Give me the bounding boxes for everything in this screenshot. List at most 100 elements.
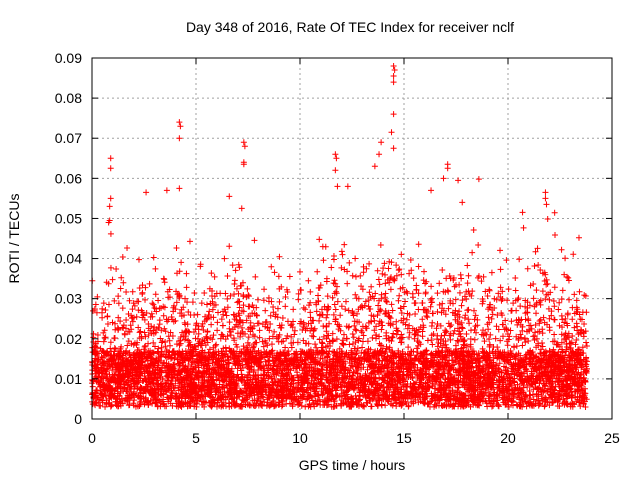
data-point [417,341,424,348]
data-point [313,301,320,308]
data-point [336,345,343,352]
data-point [329,392,336,399]
data-point [120,325,127,332]
data-point [580,400,587,407]
data-point [379,270,386,277]
data-point [210,369,217,376]
data-point [124,244,131,251]
data-point [295,401,302,408]
data-point [255,366,262,373]
data-point [236,304,243,311]
data-point [124,342,131,349]
data-point [349,331,356,338]
data-point [393,262,400,269]
data-point [456,321,463,328]
data-point [139,282,146,289]
data-point [573,320,580,327]
data-point [505,352,512,359]
data-point [224,273,231,280]
data-point [522,303,529,310]
data-point [485,393,492,400]
data-point [502,317,509,324]
data-point [99,305,106,312]
data-point [252,375,259,382]
data-point [527,351,534,358]
data-point [254,312,261,319]
data-point [306,348,313,355]
data-point [288,333,295,340]
data-point [395,297,402,304]
data-point [231,291,238,298]
data-point [177,400,184,407]
data-point [123,317,130,324]
data-point [398,402,405,409]
data-point [254,296,261,303]
data-point [303,361,310,368]
data-point [240,397,247,404]
data-point [479,368,486,375]
data-point [542,348,549,355]
data-point [442,289,449,296]
data-point [570,251,577,258]
data-point [129,306,136,313]
data-point [176,268,183,275]
data-point [267,320,274,327]
data-point [489,311,496,318]
data-point [183,327,190,334]
data-point [318,306,325,313]
data-point [295,290,302,297]
data-point [313,308,320,315]
data-point [497,293,504,300]
data-point [272,359,279,366]
data-point [142,296,149,303]
data-point [305,277,312,284]
data-point [215,309,222,316]
data-point [173,341,180,348]
data-point [493,323,500,330]
data-point [245,334,252,341]
data-point [136,256,142,263]
data-point [376,333,383,340]
data-point [561,271,568,278]
data-point [420,324,427,331]
data-point [523,392,530,399]
data-point [262,307,269,314]
data-point [162,328,169,335]
data-point [440,307,447,314]
data-point [227,332,234,339]
data-point [465,272,472,279]
data-point [273,369,280,376]
data-point [144,357,151,364]
data-point [377,363,384,370]
data-point [146,280,153,287]
data-point [469,249,476,256]
data-point [409,325,416,332]
data-point [429,341,436,348]
data-point [380,265,387,272]
data-point [259,321,266,328]
data-point [529,391,536,398]
data-point [519,398,526,405]
data-point [248,392,255,399]
data-point [320,257,327,264]
data-point [415,241,422,248]
data-point [474,322,481,329]
data-point [400,303,407,310]
data-point [221,306,228,313]
data-point [461,293,468,300]
data-point [115,300,122,307]
data-point [287,383,294,390]
data-point [455,384,462,391]
data-point [471,351,478,358]
data-point [383,297,390,304]
data-point [269,333,276,340]
data-point [471,336,478,343]
data-point [363,325,370,332]
data-point [236,348,243,355]
data-point [253,311,260,318]
data-point [230,399,237,406]
data-point [499,333,506,340]
data-point [532,321,539,328]
data-point [102,368,109,375]
data-point [431,401,438,408]
